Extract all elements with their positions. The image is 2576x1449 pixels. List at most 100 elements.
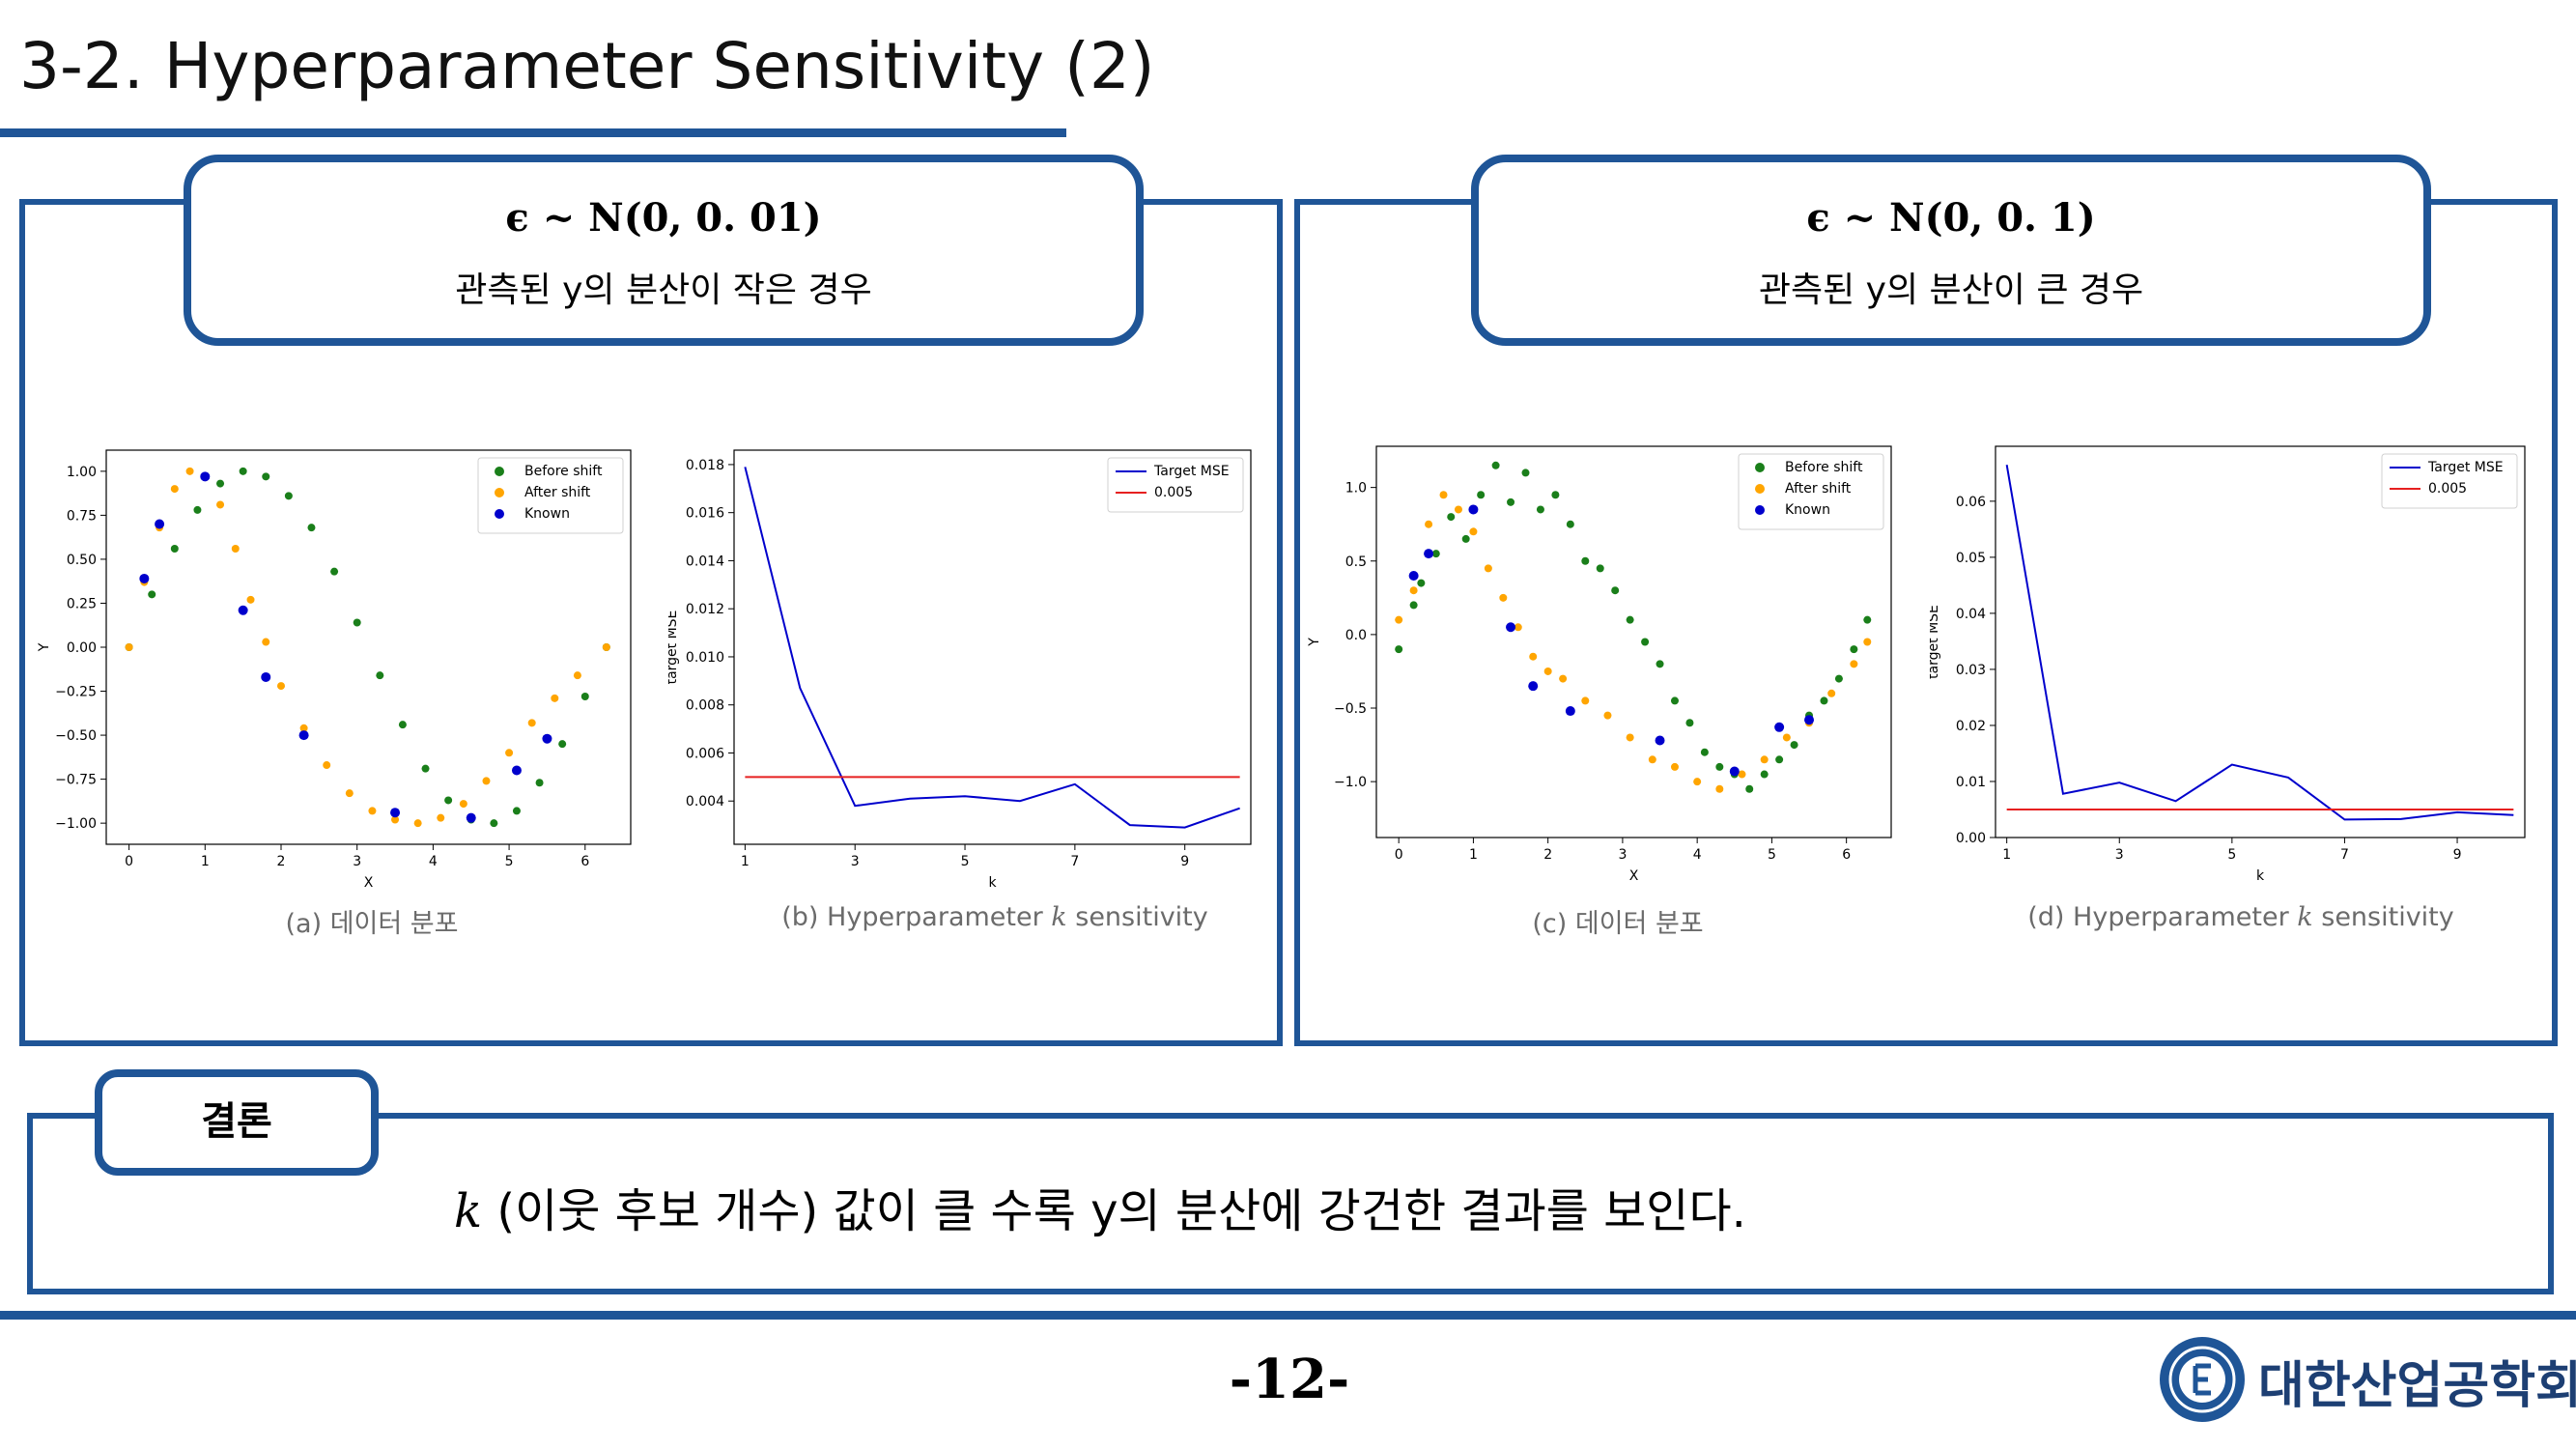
plot-b: 1 3 5 7 9 0.004 0.006 0.008 0.010 0.012 0.014 0.016… xyxy=(668,449,1252,889)
data-point xyxy=(542,733,552,744)
data-point xyxy=(1850,645,1858,654)
caption-d-k: k xyxy=(2297,902,2313,932)
data-point xyxy=(299,724,308,732)
y-tick-label: 0.01 xyxy=(1956,775,1986,790)
data-point xyxy=(421,764,430,773)
caption-a: (a) 데이터 분포 xyxy=(285,909,459,939)
data-point xyxy=(1715,784,1724,793)
data-point xyxy=(413,819,422,828)
legend-box xyxy=(477,457,624,534)
data-point xyxy=(284,492,293,500)
x-tick-label: 0 xyxy=(125,854,133,869)
right-condition-formula: ϵ ~ N(0, 0. 1) xyxy=(1806,195,2096,241)
y-tick-label: 0.75 xyxy=(67,508,97,524)
y-tick-label: 0.010 xyxy=(686,650,724,666)
y-tick-label: 0.014 xyxy=(686,554,724,569)
conclusion-body: (이웃 후보 개수) 값이 클 수록 y의 분산에 강건한 결과를 보인다. xyxy=(482,1184,1746,1238)
y-axis-label: Y xyxy=(1307,638,1322,647)
data-point xyxy=(1528,681,1539,692)
conclusion-label: 결론 xyxy=(95,1069,379,1176)
data-point xyxy=(1760,770,1769,779)
data-point xyxy=(1507,497,1515,506)
data-point xyxy=(1738,770,1746,779)
y-tick-label: 0.006 xyxy=(686,746,724,761)
caption-b-suffix: sensitivity xyxy=(1066,902,1208,932)
data-point xyxy=(193,505,202,514)
y-tick-label: −0.5 xyxy=(1334,701,1367,717)
y-tick-label: 0.008 xyxy=(686,698,724,714)
data-point xyxy=(390,808,401,818)
data-point xyxy=(216,479,225,488)
x-tick-label: 1 xyxy=(1469,847,1478,863)
legend-marker xyxy=(1755,463,1765,472)
x-tick-label: 1 xyxy=(201,854,210,869)
caption-d: (d) Hyperparameter k sensitivity xyxy=(1990,902,2492,932)
data-point xyxy=(323,761,331,770)
data-point xyxy=(170,485,179,494)
data-point xyxy=(444,796,453,805)
data-point xyxy=(1395,645,1403,654)
x-axis-label: k xyxy=(988,875,997,889)
x-axis-label: X xyxy=(1629,868,1639,884)
caption-d-suffix: sensitivity xyxy=(2312,902,2454,932)
chart-a-data-distribution: 0 1 2 3 4 5 6 1.00 0.75 0.50 0.25 0.00 −0.25 −0.50 −0.… xyxy=(37,449,632,889)
data-point xyxy=(1581,556,1590,565)
data-point xyxy=(1774,722,1785,732)
data-point xyxy=(1484,564,1492,573)
x-tick-label: 3 xyxy=(1618,847,1627,863)
legend-label: Target MSE xyxy=(1153,464,1230,479)
data-point xyxy=(1529,652,1538,661)
legend-marker xyxy=(495,467,504,476)
plot-d: 1 3 5 7 9 0.00 0.01 0.02 0.03 0.04 0.05 0.06 k target… xyxy=(1930,445,2526,884)
slide-title: 3-2. Hyperparameter Sensitivity (2) xyxy=(19,29,1155,103)
data-point xyxy=(1491,461,1500,469)
data-point xyxy=(535,779,544,787)
data-point xyxy=(1729,766,1740,777)
y-axis-label: Y xyxy=(37,642,52,652)
left-condition-description: 관측된 y의 분산이 작은 경우 xyxy=(455,270,872,310)
data-point xyxy=(1626,615,1634,624)
data-point xyxy=(437,813,445,822)
data-point xyxy=(246,595,255,604)
x-tick-label: 7 xyxy=(1070,854,1079,869)
data-point xyxy=(573,671,581,680)
x-tick-label: 1 xyxy=(741,854,750,869)
data-point xyxy=(231,545,240,553)
legend-label: Before shift xyxy=(524,464,603,479)
x-tick-label: 4 xyxy=(429,854,438,869)
y-tick-label: 0.004 xyxy=(686,794,724,810)
data-point xyxy=(490,819,498,828)
x-tick-label: 2 xyxy=(277,854,286,869)
data-point xyxy=(216,500,225,509)
x-tick-label: 2 xyxy=(1543,847,1552,863)
plot-a: 0 1 2 3 4 5 6 1.00 0.75 0.50 0.25 0.00 −0.25 −0.50 −0.… xyxy=(37,449,632,889)
data-point xyxy=(1656,660,1664,668)
data-point xyxy=(1700,748,1709,756)
data-point xyxy=(1863,615,1872,624)
data-point xyxy=(1425,520,1433,528)
x-tick-label: 6 xyxy=(1842,847,1851,863)
data-point xyxy=(1820,696,1828,705)
y-tick-label: 0.00 xyxy=(67,640,97,656)
legend-label: Known xyxy=(524,506,570,522)
data-point xyxy=(398,721,407,729)
data-point xyxy=(391,815,400,824)
data-point xyxy=(376,671,384,680)
chart-d-k-sensitivity: 1 3 5 7 9 0.00 0.01 0.02 0.03 0.04 0.05 0.06 k target… xyxy=(1930,445,2526,884)
y-tick-label: −1.0 xyxy=(1334,775,1367,790)
data-point xyxy=(200,471,211,482)
data-point xyxy=(1499,593,1508,602)
data-point xyxy=(1670,696,1679,705)
data-point xyxy=(1685,719,1694,727)
data-point xyxy=(1417,579,1426,587)
legend-label: After shift xyxy=(1785,481,1852,497)
plot-frame xyxy=(1995,445,2526,838)
series-line xyxy=(744,467,1240,829)
data-point xyxy=(262,472,270,481)
y-tick-label: 0.04 xyxy=(1956,607,1986,622)
data-point xyxy=(1477,491,1486,499)
x-tick-label: 7 xyxy=(2340,847,2349,863)
data-point xyxy=(307,524,316,532)
data-point xyxy=(1514,623,1522,632)
data-point xyxy=(277,682,285,691)
